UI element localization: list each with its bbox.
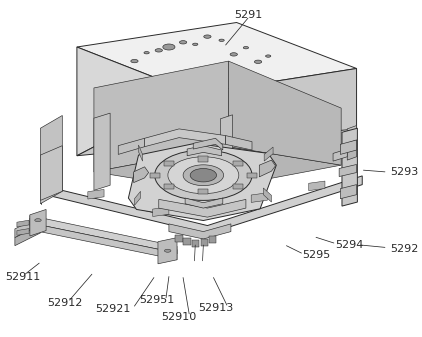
Polygon shape bbox=[94, 61, 228, 172]
Polygon shape bbox=[198, 189, 208, 194]
Polygon shape bbox=[134, 167, 149, 183]
Polygon shape bbox=[185, 198, 223, 208]
Polygon shape bbox=[17, 220, 29, 227]
Polygon shape bbox=[264, 147, 273, 161]
Polygon shape bbox=[88, 189, 104, 199]
Ellipse shape bbox=[179, 41, 187, 44]
Polygon shape bbox=[41, 116, 62, 204]
Ellipse shape bbox=[35, 219, 41, 222]
Ellipse shape bbox=[163, 44, 175, 50]
Polygon shape bbox=[118, 138, 145, 154]
Text: 52921: 52921 bbox=[96, 304, 131, 314]
Polygon shape bbox=[30, 223, 177, 260]
Ellipse shape bbox=[204, 35, 211, 38]
Polygon shape bbox=[208, 236, 216, 243]
Polygon shape bbox=[342, 128, 357, 206]
Polygon shape bbox=[333, 149, 347, 161]
Polygon shape bbox=[259, 160, 276, 177]
Polygon shape bbox=[30, 218, 177, 254]
Polygon shape bbox=[153, 207, 169, 216]
Text: 52912: 52912 bbox=[47, 298, 83, 308]
Text: 52910: 52910 bbox=[161, 312, 197, 322]
Ellipse shape bbox=[155, 150, 252, 201]
Ellipse shape bbox=[144, 52, 149, 54]
Ellipse shape bbox=[265, 55, 271, 57]
Polygon shape bbox=[128, 143, 276, 220]
Polygon shape bbox=[158, 238, 177, 264]
Polygon shape bbox=[30, 209, 46, 236]
Polygon shape bbox=[77, 47, 196, 156]
Polygon shape bbox=[347, 126, 357, 200]
Ellipse shape bbox=[230, 53, 238, 56]
Polygon shape bbox=[226, 135, 252, 150]
Polygon shape bbox=[164, 161, 174, 166]
Polygon shape bbox=[309, 181, 325, 191]
Polygon shape bbox=[150, 173, 160, 178]
Ellipse shape bbox=[165, 249, 171, 252]
Ellipse shape bbox=[131, 59, 138, 63]
Polygon shape bbox=[247, 173, 257, 178]
Polygon shape bbox=[228, 61, 341, 165]
Polygon shape bbox=[30, 215, 177, 253]
Polygon shape bbox=[138, 145, 143, 161]
Polygon shape bbox=[77, 68, 357, 156]
Ellipse shape bbox=[254, 60, 262, 63]
Polygon shape bbox=[233, 161, 243, 166]
Polygon shape bbox=[145, 129, 226, 147]
Ellipse shape bbox=[219, 39, 224, 41]
Polygon shape bbox=[164, 184, 174, 189]
Ellipse shape bbox=[192, 43, 198, 45]
Polygon shape bbox=[263, 188, 271, 202]
Polygon shape bbox=[77, 23, 357, 94]
Polygon shape bbox=[347, 140, 357, 160]
Ellipse shape bbox=[183, 165, 224, 186]
Ellipse shape bbox=[243, 47, 249, 49]
Ellipse shape bbox=[155, 49, 162, 52]
Polygon shape bbox=[41, 146, 62, 201]
Text: 5295: 5295 bbox=[303, 250, 331, 260]
Polygon shape bbox=[341, 140, 357, 154]
Polygon shape bbox=[135, 191, 141, 206]
Text: 5294: 5294 bbox=[335, 240, 363, 250]
Polygon shape bbox=[200, 239, 208, 246]
Polygon shape bbox=[94, 147, 341, 190]
Text: 52951: 52951 bbox=[139, 295, 174, 305]
Polygon shape bbox=[184, 238, 191, 245]
Polygon shape bbox=[233, 184, 243, 189]
Polygon shape bbox=[198, 156, 208, 161]
Text: 5293: 5293 bbox=[390, 167, 418, 177]
Text: 5291: 5291 bbox=[234, 10, 262, 20]
Polygon shape bbox=[339, 164, 357, 177]
Ellipse shape bbox=[190, 168, 216, 182]
Polygon shape bbox=[15, 225, 41, 246]
Polygon shape bbox=[341, 185, 357, 199]
Polygon shape bbox=[159, 200, 246, 217]
Ellipse shape bbox=[168, 157, 239, 194]
Polygon shape bbox=[169, 224, 231, 239]
Polygon shape bbox=[187, 146, 222, 156]
Polygon shape bbox=[94, 113, 110, 190]
Polygon shape bbox=[220, 115, 233, 189]
Polygon shape bbox=[251, 193, 268, 203]
Polygon shape bbox=[41, 176, 362, 234]
Polygon shape bbox=[192, 240, 199, 247]
Text: 52911: 52911 bbox=[5, 272, 41, 282]
Polygon shape bbox=[17, 228, 29, 235]
Text: 52913: 52913 bbox=[198, 303, 233, 313]
Text: 5292: 5292 bbox=[390, 244, 418, 254]
Polygon shape bbox=[193, 138, 223, 150]
Polygon shape bbox=[176, 235, 183, 242]
Polygon shape bbox=[15, 216, 41, 238]
